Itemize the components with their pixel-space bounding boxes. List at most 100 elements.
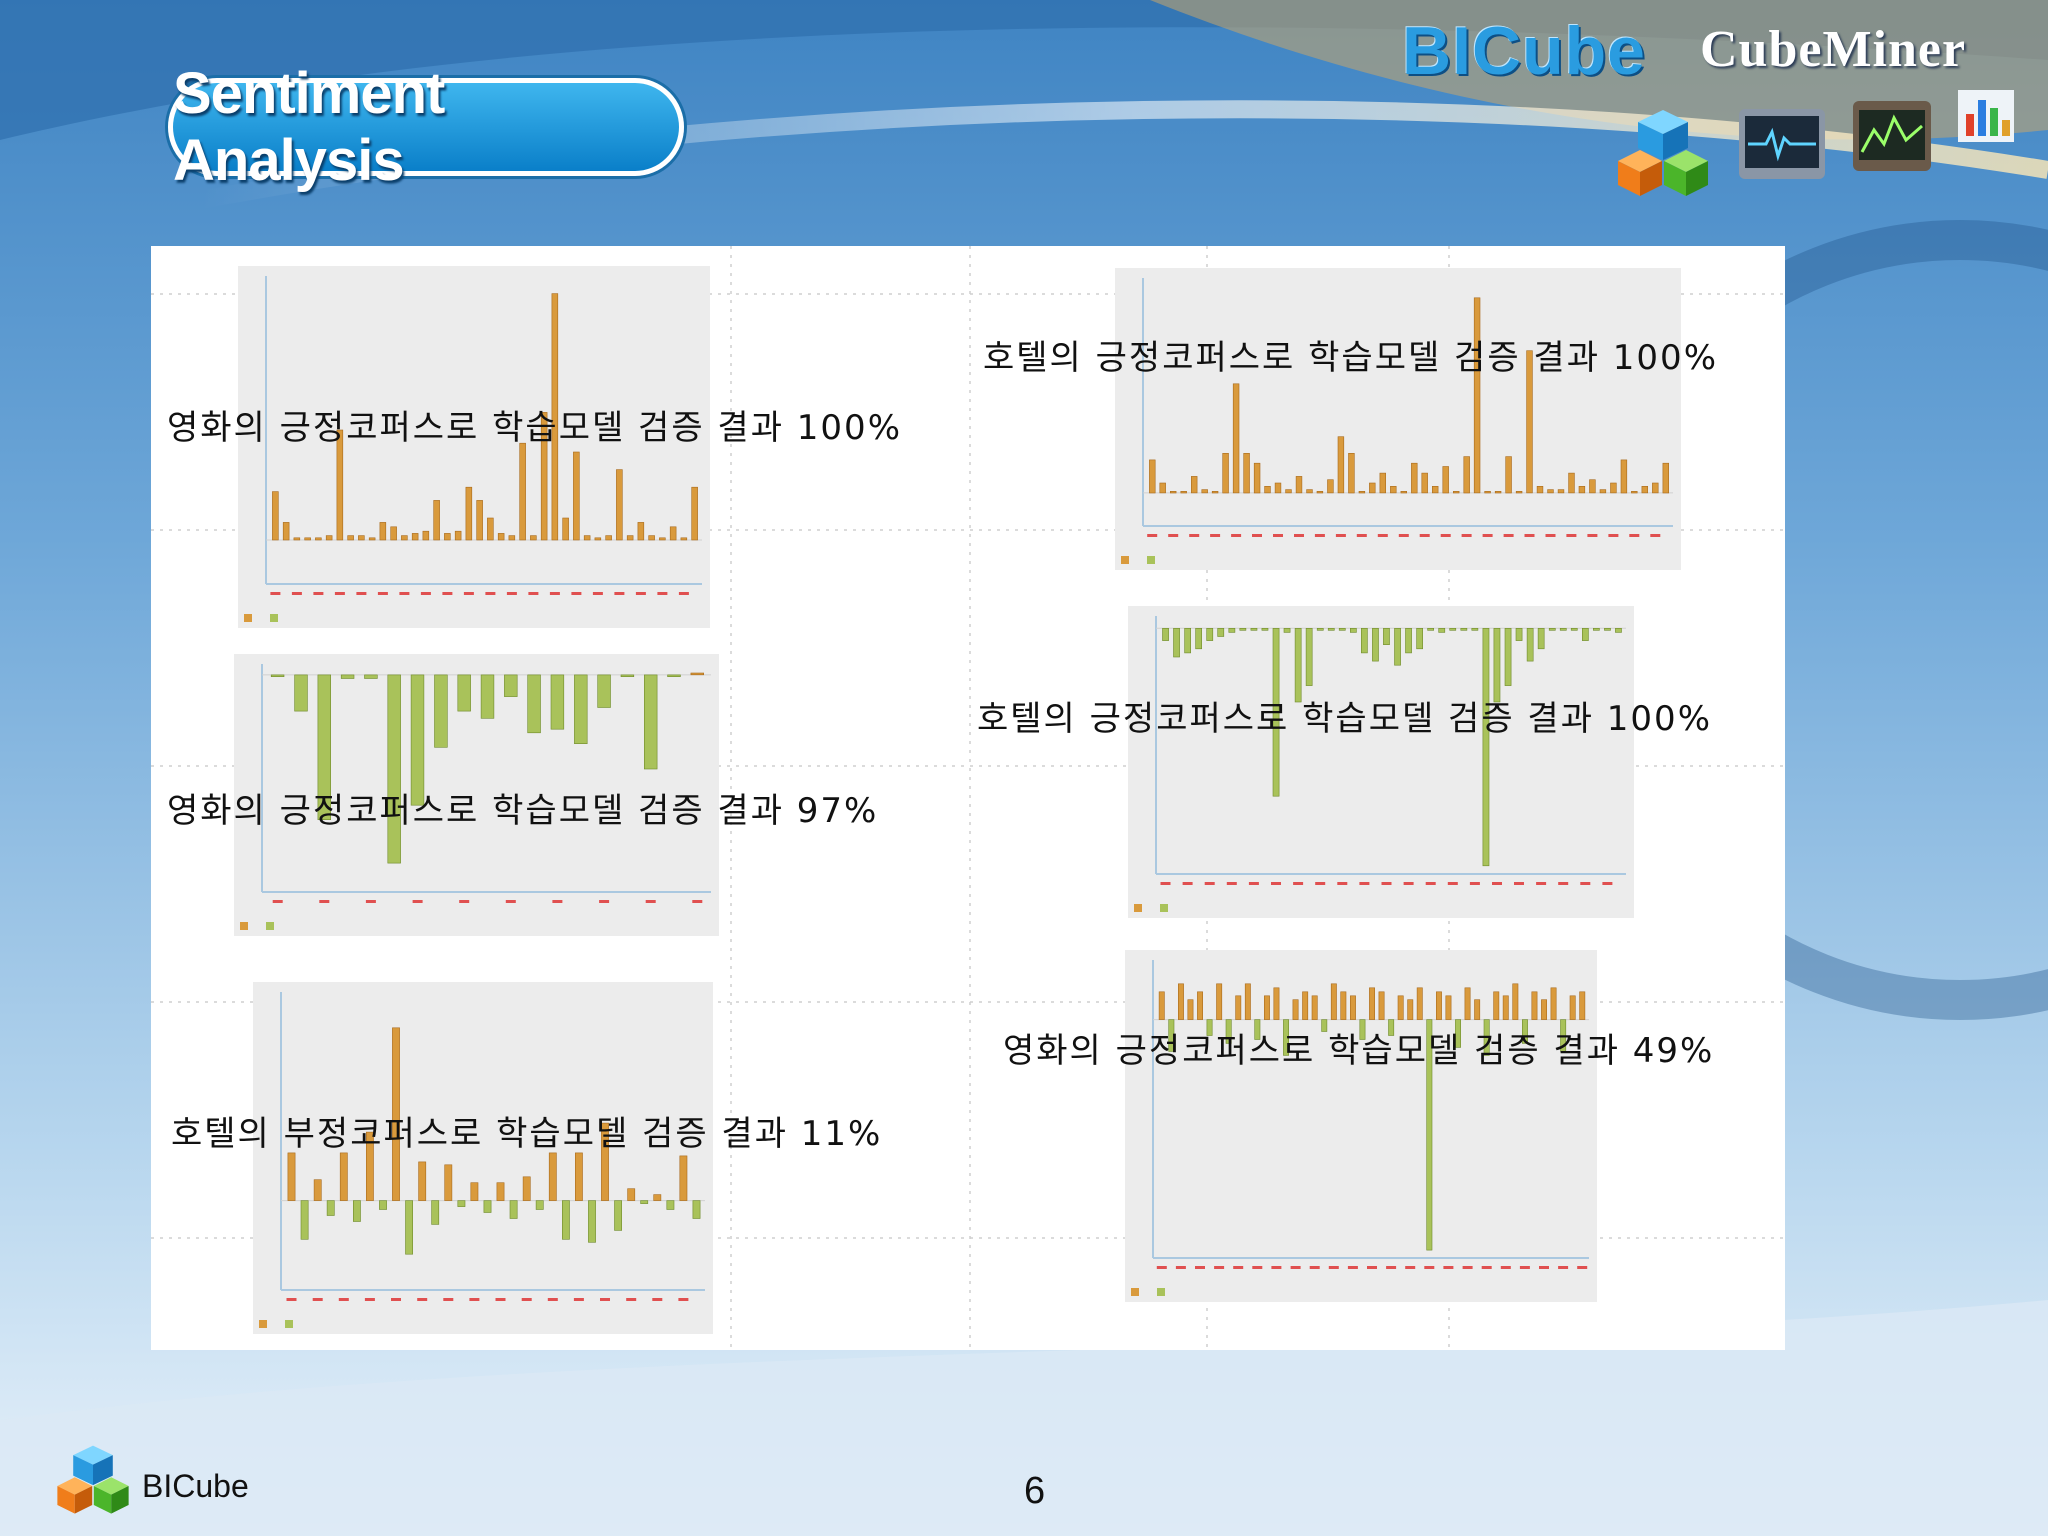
bar bbox=[666, 1200, 675, 1210]
bar bbox=[1493, 991, 1500, 1020]
bar bbox=[326, 1200, 335, 1216]
bar bbox=[433, 500, 440, 541]
x-tick-mark bbox=[1500, 1266, 1511, 1269]
bar bbox=[1570, 627, 1578, 631]
x-tick-mark bbox=[364, 1298, 375, 1301]
bar bbox=[1547, 489, 1554, 494]
bar bbox=[368, 537, 376, 541]
bar bbox=[1283, 627, 1291, 633]
bar bbox=[669, 526, 677, 541]
x-tick-mark bbox=[1503, 534, 1514, 537]
bar bbox=[1316, 491, 1324, 494]
x-tick-mark bbox=[1398, 534, 1409, 537]
bar bbox=[353, 1200, 361, 1222]
bar bbox=[1222, 453, 1229, 494]
x-tick-mark bbox=[443, 1298, 454, 1301]
x-tick-mark bbox=[1328, 1266, 1339, 1269]
bar bbox=[614, 1200, 622, 1231]
x-tick-mark bbox=[1577, 1266, 1588, 1269]
x-tick-mark bbox=[1156, 1266, 1167, 1269]
x-tick-mark bbox=[549, 592, 560, 595]
bar bbox=[680, 537, 688, 541]
x-tick-mark bbox=[319, 900, 330, 903]
bar bbox=[519, 442, 526, 541]
bar bbox=[379, 522, 387, 541]
x-tick-mark bbox=[1204, 882, 1215, 885]
x-tick-mark bbox=[463, 592, 474, 595]
x-tick-mark bbox=[1315, 882, 1326, 885]
x-tick-mark bbox=[1377, 534, 1388, 537]
bar bbox=[1195, 627, 1202, 650]
bar bbox=[315, 537, 322, 541]
bar bbox=[1464, 987, 1471, 1020]
line-monitor-icon bbox=[1853, 101, 1931, 171]
x-tick-mark bbox=[1147, 534, 1158, 537]
bar bbox=[1180, 491, 1187, 494]
x-tick-mark bbox=[469, 1298, 480, 1301]
bar bbox=[340, 674, 355, 679]
bar bbox=[480, 674, 495, 719]
x-tick-mark bbox=[678, 592, 689, 595]
bar bbox=[1330, 983, 1337, 1020]
bar bbox=[1537, 627, 1545, 650]
caption-hotel-positive-100-b: 호텔의 긍정코퍼스로 학습모델 검증 결과 100% bbox=[977, 699, 1712, 739]
bar bbox=[1169, 491, 1177, 494]
bar bbox=[1327, 627, 1335, 631]
x-tick-mark bbox=[365, 900, 376, 903]
bar bbox=[1292, 999, 1299, 1020]
bar bbox=[1427, 627, 1435, 631]
x-tick-mark bbox=[1214, 1266, 1225, 1269]
product-name: CubeMiner bbox=[1700, 21, 1967, 78]
bar bbox=[574, 1152, 583, 1201]
x-tick-mark bbox=[645, 900, 656, 903]
x-tick-mark bbox=[1271, 882, 1281, 885]
bar bbox=[483, 1200, 492, 1213]
bar bbox=[508, 535, 516, 541]
x-tick-mark bbox=[1271, 1266, 1282, 1269]
bar bbox=[1474, 999, 1481, 1020]
x-tick-mark bbox=[1189, 534, 1200, 537]
bar bbox=[358, 535, 365, 541]
bar bbox=[387, 674, 401, 864]
x-tick-mark bbox=[1347, 1266, 1358, 1269]
x-tick-mark bbox=[1337, 882, 1348, 885]
legend-swatch-negative bbox=[270, 614, 278, 622]
x-tick-mark bbox=[1461, 534, 1472, 537]
caption-hotel-negative-11: 호텔의 부정코퍼스로 학습모델 검증 결과 11% bbox=[171, 1114, 883, 1154]
bar bbox=[588, 1200, 596, 1243]
bar bbox=[530, 535, 537, 541]
bar bbox=[1337, 436, 1345, 494]
bar bbox=[1416, 627, 1424, 650]
bar bbox=[1379, 472, 1386, 494]
bar bbox=[496, 1182, 505, 1201]
bar bbox=[1581, 627, 1589, 641]
bar bbox=[1548, 627, 1556, 631]
legend-swatch-positive bbox=[259, 1320, 267, 1328]
bar bbox=[601, 1122, 609, 1201]
bar bbox=[1416, 987, 1423, 1020]
x-tick-mark bbox=[652, 1298, 663, 1301]
x-tick-mark bbox=[1359, 882, 1370, 885]
bar bbox=[1173, 627, 1180, 658]
bar bbox=[1559, 627, 1567, 631]
bar bbox=[691, 486, 698, 541]
bar bbox=[294, 674, 308, 712]
bar bbox=[410, 674, 425, 806]
bar bbox=[1168, 1019, 1175, 1052]
x-tick-mark bbox=[1231, 534, 1242, 537]
x-tick-mark bbox=[1386, 1266, 1397, 1269]
bar bbox=[1264, 995, 1270, 1020]
bar bbox=[1610, 482, 1617, 494]
chart-plot bbox=[240, 664, 711, 930]
bar bbox=[1615, 627, 1622, 633]
bar bbox=[562, 517, 569, 541]
bar bbox=[1216, 983, 1223, 1020]
bar bbox=[287, 1152, 296, 1201]
bar bbox=[1599, 489, 1607, 494]
x-tick-mark bbox=[1405, 1266, 1416, 1269]
bar bbox=[1311, 995, 1318, 1020]
bar bbox=[1604, 627, 1611, 631]
bar bbox=[1400, 491, 1407, 494]
x-tick-mark bbox=[1558, 1266, 1569, 1269]
bar bbox=[1369, 482, 1376, 494]
